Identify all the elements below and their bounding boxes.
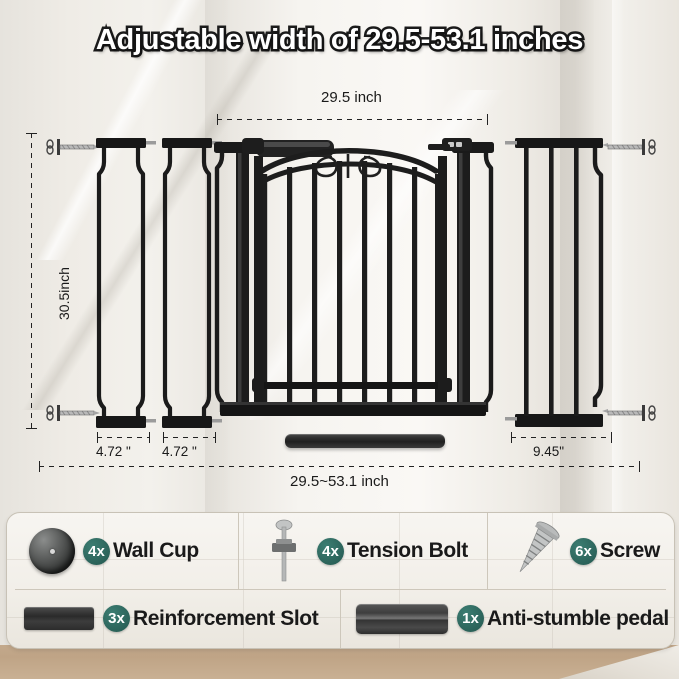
dimension-label-total-width: 29.5~53.1 inch <box>290 473 389 490</box>
dimension-line-total-width <box>39 466 639 467</box>
wall-screw-icon <box>46 139 100 155</box>
accessories-panel: 4x Wall Cup 4x Tension Bolt <box>6 512 675 649</box>
dimension-tick <box>26 133 37 134</box>
wall-cup-icon <box>21 528 83 574</box>
extension-panel-large <box>505 138 604 427</box>
dimension-tick <box>163 432 164 443</box>
dimension-tick <box>487 114 488 125</box>
dimension-label-extension-3: 9.45" <box>533 444 565 459</box>
accessory-qty-badge: 4x <box>83 537 110 565</box>
tension-bolt-icon <box>251 517 317 585</box>
dimension-tick <box>639 461 640 472</box>
dimension-line-extension-2 <box>163 437 215 438</box>
accessory-label: Screw <box>600 539 660 562</box>
accessory-item-tension-bolt[interactable]: 4x Tension Bolt <box>239 513 488 589</box>
accessory-label: Reinforcement Slot <box>133 606 319 630</box>
dimension-line-gate-width <box>217 119 487 120</box>
accessory-label: Anti-stumble pedal <box>487 606 669 630</box>
dimension-tick <box>611 432 612 443</box>
dimension-label-gate-width: 29.5 inch <box>321 89 382 106</box>
dimension-tick <box>26 428 37 429</box>
accessory-label: Wall Cup <box>113 539 199 562</box>
dimension-tick <box>215 432 216 443</box>
wall-screw-icon <box>602 139 656 155</box>
accessory-qty-badge: 3x <box>103 605 130 632</box>
extension-panel-small-2 <box>162 138 222 428</box>
dimension-label-extension-1: 4.72 " <box>96 444 131 459</box>
dimension-tick <box>511 432 512 443</box>
dimension-tick <box>149 432 150 443</box>
anti-stumble-pedal-icon <box>347 603 457 634</box>
page-title: Adjustable width of 29.5-53.1 inches <box>93 22 585 59</box>
accessory-qty-badge: 1x <box>457 605 484 632</box>
accessory-qty-badge: 4x <box>317 537 344 565</box>
accessory-item-anti-stumble-pedal[interactable]: 1x Anti-stumble pedal <box>341 589 674 648</box>
dimension-label-extension-2: 4.72 " <box>162 444 197 459</box>
screw-icon <box>498 516 570 586</box>
dimension-line-height <box>31 133 32 428</box>
accessory-item-reinforcement-slot[interactable]: 3x Reinforcement Slot <box>7 589 341 648</box>
wall-screw-icon <box>602 405 656 421</box>
dimension-tick <box>217 114 218 125</box>
accessories-row-top: 4x Wall Cup 4x Tension Bolt <box>7 513 674 589</box>
dimension-tick <box>97 432 98 443</box>
main-gate <box>214 138 494 416</box>
dimension-label-height: 30.5inch <box>56 267 72 320</box>
dimension-line-extension-3 <box>511 437 611 438</box>
extension-panel-small-1 <box>96 138 156 428</box>
reinforcement-slot-icon <box>15 607 103 630</box>
accessory-qty-badge: 6x <box>570 537 597 565</box>
dimension-tick <box>39 461 40 472</box>
floor <box>0 645 679 679</box>
accessory-item-wall-cup[interactable]: 4x Wall Cup <box>7 513 239 589</box>
wall-screw-icon <box>46 405 100 421</box>
accessory-label: Tension Bolt <box>347 539 468 562</box>
dimension-line-extension-1 <box>97 437 149 438</box>
accessories-row-bottom: 3x Reinforcement Slot 1x Anti-stumble pe… <box>7 589 674 648</box>
anti-stumble-pedal-part <box>285 434 445 448</box>
accessory-item-screw[interactable]: 6x Screw <box>488 513 674 589</box>
